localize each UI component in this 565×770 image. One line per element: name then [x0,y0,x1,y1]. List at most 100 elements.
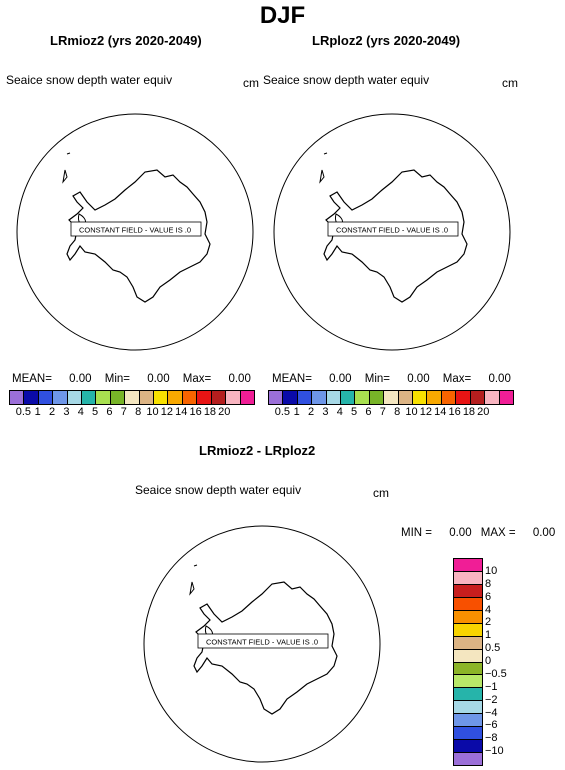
colorbar-tick-label: 10 [146,406,159,418]
panel3-min-label: MIN = [401,527,432,539]
colorbar-swatch [312,391,327,404]
colorbar-swatch [454,559,482,572]
colorbar-tick-label: 18 [203,406,217,418]
panel3-island [193,564,198,567]
panel2-units-label: cm [502,76,518,90]
panel3-map: CONSTANT FIELD - VALUE IS .0 [143,525,381,763]
colorbar-swatch [427,391,442,404]
colorbar-tick-label: 8 [394,406,401,418]
panel2-mean-label: MEAN= [272,373,312,385]
colorbar-swatch [470,391,486,404]
colorbar-swatch [454,584,482,598]
colorbar-swatch [139,391,155,404]
colorbar-swatch [369,391,385,404]
colorbar-swatch [454,636,482,650]
panel2-colorbar [268,390,514,405]
colorbar-swatch [384,391,399,404]
colorbar-swatch [197,391,212,404]
panel3-title: LRmioz2 - LRploz2 [199,443,316,458]
colorbar-swatch [326,391,342,404]
colorbar-tick-label: 10 [485,564,498,577]
colorbar-tick-label: −6 [485,719,498,732]
panel1-max-label: Max= [182,373,212,385]
colorbar-swatch [454,727,482,741]
colorbar-tick-label: 4 [77,406,84,418]
panel2-note-box [327,221,459,237]
colorbar-swatch [110,391,126,404]
colorbar-tick-label: 10 [405,406,418,418]
colorbar-swatch [10,391,25,404]
panel3-min-value: 0.00 [449,527,472,539]
colorbar-swatch [154,391,169,404]
colorbar-swatch [398,391,414,404]
colorbar-tick-label: 0.5 [274,406,290,418]
colorbar-tick-label: 18 [462,406,476,418]
colorbar-swatch [38,391,54,404]
panel2-map-boundary [273,113,511,351]
colorbar-swatch [182,391,198,404]
panel3-units-label: cm [373,486,389,500]
colorbar-tick-label: 6 [365,406,372,418]
panel2-map: CONSTANT FIELD - VALUE IS .0 [273,113,511,351]
main-title: DJF [259,2,306,29]
panel1-title: LRmioz2 (yrs 2020-2049) [50,33,202,48]
panel2-antarctica-coastline [323,169,468,303]
colorbar-tick-label: 8 [135,406,142,418]
panel2-min-label: Min= [364,373,390,385]
panel1-min-value: 0.00 [147,373,170,385]
colorbar-swatch [454,688,482,702]
panel1-colorbar [9,390,255,405]
panel2-mean-value: 0.00 [329,373,352,385]
panel2-variable-label: Seaice snow depth water equiv [263,73,430,87]
colorbar-tick-label: −1 [485,680,498,693]
panel1-mean-value: 0.00 [69,373,92,385]
colorbar-swatch [454,753,482,765]
colorbar-swatch [454,701,482,715]
colorbar-swatch [211,391,227,404]
panel3-variable-label: Seaice snow depth water equiv [135,483,302,497]
colorbar-tick-label: 6 [485,590,492,603]
colorbar-tick-label: 16 [189,406,202,418]
colorbar-swatch [441,391,457,404]
panel3-antarctica-coastline [193,581,338,715]
colorbar-swatch [297,391,313,404]
colorbar-swatch [413,391,428,404]
colorbar-swatch [485,391,500,404]
colorbar-swatch [82,391,97,404]
panel1-map: CONSTANT FIELD - VALUE IS .0 [16,113,254,351]
colorbar-swatch [96,391,111,404]
colorbar-tick-label: −8 [485,732,498,745]
colorbar-swatch [125,391,140,404]
panel2-min-value: 0.00 [407,373,430,385]
colorbar-swatch [283,391,298,404]
panel3-stats: MIN = 0.00 MAX = 0.00 [401,527,555,539]
colorbar-tick-label: 14 [175,406,188,418]
colorbar-swatch [454,649,482,663]
colorbar-tick-label: 1 [293,406,300,418]
colorbar-tick-label: 16 [448,406,461,418]
panel2-max-label: Max= [442,373,472,385]
colorbar-tick-label: 5 [351,406,358,418]
colorbar-tick-label: 2 [48,406,56,418]
colorbar-tick-label: 6 [106,406,113,418]
panel2-title: LRploz2 (yrs 2020-2049) [312,33,461,48]
colorbar-tick-label: −2 [485,693,498,706]
colorbar-tick-label: 4 [336,406,343,418]
panel1-peninsula-island [62,169,68,184]
colorbar-swatch [454,597,482,611]
panel2-colorbar-labels: 0.5 1 2 3 4 5 6 7 8 10 12 14 16 18 20 [268,406,512,420]
panel1-mean-label: MEAN= [12,373,52,385]
colorbar-swatch [226,391,241,404]
panel1-units-label: cm [243,76,259,90]
colorbar-swatch [269,391,284,404]
colorbar-swatch [499,391,513,404]
panel3-colorbar [453,558,483,766]
panel1-antarctica-coastline [66,169,211,303]
colorbar-swatch [456,391,471,404]
panel1-variable-label: Seaice snow depth water equiv [6,73,173,87]
colorbar-swatch [454,675,482,689]
colorbar-swatch [454,740,482,754]
colorbar-tick-label: 12 [419,406,432,418]
colorbar-tick-label: 5 [92,406,99,418]
panel1-stats: MEAN= 0.00 Min= 0.00 Max= 0.00 [12,373,252,385]
